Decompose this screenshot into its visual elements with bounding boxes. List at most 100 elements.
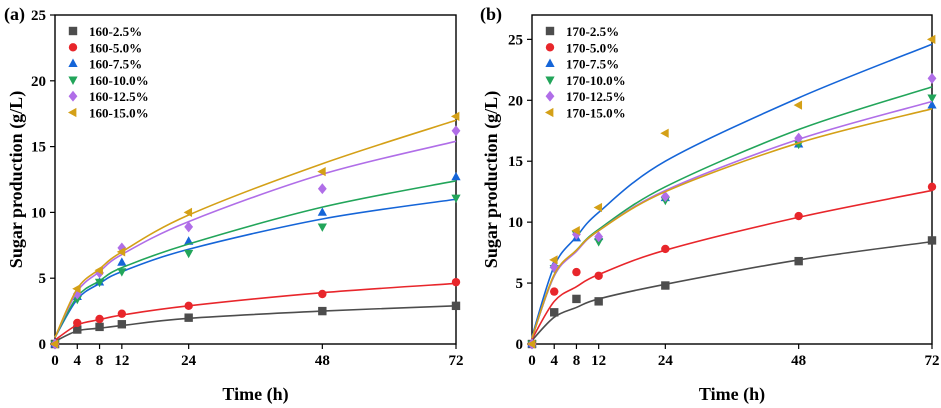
y-tick-label: 25: [31, 8, 46, 24]
x-tick-label: 48: [315, 353, 330, 369]
data-point: [73, 318, 82, 328]
data-point: [550, 308, 559, 317]
panel-label: (b): [480, 4, 502, 25]
y-tick-label: 5: [516, 276, 524, 292]
data-point: [794, 132, 804, 144]
legend-label: 160-10.0%: [89, 73, 149, 88]
legend-marker: [68, 43, 78, 52]
data-point: [927, 182, 937, 192]
data-point: [94, 278, 105, 288]
legend-label: 170-5.0%: [566, 40, 619, 55]
x-tick-label: 24: [181, 353, 197, 369]
x-tick-label: 8: [573, 353, 581, 369]
data-point: [661, 281, 670, 290]
y-tick-label: 10: [31, 205, 46, 221]
y-axis-title: Sugar production (g/L): [481, 91, 502, 268]
data-point: [594, 271, 603, 280]
fit-curve-170-5.0%: [531, 189, 933, 340]
plot-frame: [531, 14, 933, 345]
y-axis-title: Sugar production (g/L): [6, 91, 27, 268]
x-tick-label: 48: [791, 353, 806, 369]
fit-curve-160-5.0%: [54, 282, 457, 341]
x-tick-label: 72: [449, 353, 464, 369]
data-point: [184, 249, 194, 259]
data-point: [794, 256, 803, 266]
data-point: [183, 207, 193, 218]
y-tick-label: 15: [31, 140, 46, 156]
y-tick-label: 20: [508, 93, 523, 109]
fit-curve-170-15.0%: [531, 108, 933, 339]
data-point: [317, 207, 327, 216]
data-point: [794, 211, 803, 221]
legend-marker: [68, 26, 78, 36]
data-point: [926, 34, 936, 44]
data-point: [660, 128, 669, 138]
data-point: [116, 247, 126, 257]
data-point: [594, 238, 604, 247]
data-point: [117, 257, 127, 266]
legend-label: 170-7.5%: [566, 57, 619, 72]
x-axis-title: Time (h): [222, 384, 288, 405]
legend-label: 160-12.5%: [89, 89, 149, 104]
y-tick-label: 0: [516, 337, 524, 353]
legend-label: 160-2.5%: [89, 24, 142, 39]
data-point: [451, 277, 461, 287]
x-tick-label: 12: [114, 353, 129, 369]
x-tick-label: 72: [925, 353, 940, 369]
x-tick-label: 24: [658, 353, 674, 369]
legend-marker: [68, 58, 78, 67]
panel-label: (a): [4, 4, 25, 25]
data-point: [94, 265, 103, 275]
legend-marker: [545, 26, 555, 36]
fit-curve-160-15.0%: [54, 119, 457, 338]
data-point: [184, 221, 194, 233]
legend-marker: [545, 90, 555, 102]
data-point: [72, 284, 81, 294]
data-point: [117, 309, 127, 318]
y-tick-label: 0: [39, 337, 47, 353]
data-point: [927, 94, 937, 103]
fit-curve-170-12.5%: [531, 100, 933, 339]
legend-label: 160-15.0%: [89, 106, 149, 121]
x-axis-title: Time (h): [699, 384, 765, 405]
data-point: [451, 194, 461, 203]
data-point: [451, 301, 461, 311]
data-point: [927, 236, 937, 245]
data-point: [318, 306, 327, 316]
data-point: [593, 202, 603, 213]
data-point: [526, 339, 536, 349]
data-point: [451, 125, 461, 137]
data-point: [550, 287, 559, 296]
legend-marker: [545, 43, 555, 52]
x-tick-label: 12: [591, 353, 606, 369]
data-point: [73, 325, 82, 334]
data-point: [594, 231, 604, 243]
data-point: [95, 314, 104, 324]
data-point: [660, 191, 670, 203]
y-tick-label: 15: [508, 154, 523, 170]
data-point: [72, 295, 82, 305]
fit-curve-170-7.5%: [531, 43, 933, 337]
data-point: [927, 100, 937, 109]
legend-marker: [544, 107, 554, 118]
fit-curve-160-2.5%: [54, 305, 457, 343]
y-tick-label: 20: [31, 74, 46, 90]
data-point: [661, 244, 670, 254]
data-point: [450, 111, 460, 121]
legend-label: 170-10.0%: [566, 73, 626, 88]
data-point: [571, 226, 580, 236]
legend-label: 160-5.0%: [89, 40, 142, 55]
data-point: [927, 72, 937, 84]
legend-label: 170-12.5%: [566, 89, 626, 104]
data-point: [793, 100, 803, 110]
x-tick-label: 4: [550, 353, 558, 369]
x-tick-label: 4: [74, 353, 82, 369]
y-tick-label: 5: [39, 271, 47, 287]
x-tick-label: 0: [528, 353, 536, 369]
legend-label: 170-15.0%: [566, 106, 626, 121]
fit-curve-170-2.5%: [531, 240, 933, 341]
data-point: [318, 289, 327, 299]
x-tick-label: 8: [96, 353, 104, 369]
